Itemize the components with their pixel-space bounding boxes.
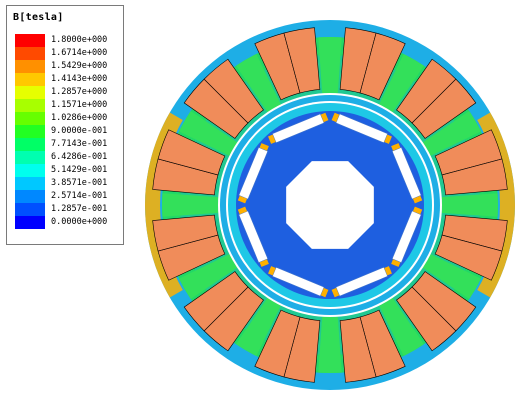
- stator-tooth: [179, 111, 238, 156]
- stator-tooth: [179, 254, 238, 299]
- magnet-bridge-high-flux: [331, 287, 340, 298]
- magnet-bridge-high-flux: [412, 206, 423, 215]
- magnet-bridge-high-flux: [331, 112, 340, 123]
- legend-label: 5.1429e-001: [51, 165, 108, 175]
- magnet-bridge-high-flux: [391, 259, 401, 267]
- legend-label: 9.0000e-001: [51, 126, 108, 136]
- magnet-slot-group: [268, 112, 329, 144]
- coil-side: [396, 286, 457, 352]
- legend-label: 1.1571e+000: [51, 100, 108, 110]
- magnet-bridge-high-flux: [268, 266, 276, 276]
- coil-side: [254, 309, 301, 378]
- legend-title: B[tesla]: [13, 12, 64, 23]
- stator-tooth: [318, 316, 342, 373]
- legend-swatch: [15, 86, 45, 99]
- coil-side: [152, 214, 219, 252]
- legend-label: 3.8571e-001: [51, 178, 108, 188]
- legend-label: 2.5714e-001: [51, 191, 108, 201]
- coil-side: [283, 27, 321, 94]
- magnet-slot-group: [237, 143, 269, 204]
- magnet-bridge-high-flux: [391, 143, 401, 151]
- legend-swatch: [15, 177, 45, 190]
- legend-swatch: [15, 112, 45, 125]
- coil-side: [157, 129, 226, 176]
- legend-label: 7.7143e-001: [51, 139, 108, 149]
- magnet-slot-group: [331, 266, 392, 298]
- magnet-bridge-high-flux: [384, 266, 392, 276]
- legend-label: 0.0000e+000: [51, 217, 108, 227]
- magnet-slot-group: [331, 112, 392, 144]
- magnet-slot-group: [237, 206, 269, 267]
- legend-swatch: [15, 47, 45, 60]
- legend-swatch: [15, 138, 45, 151]
- magnet-slot-group: [391, 206, 423, 267]
- stator-tooth: [379, 297, 424, 356]
- stator-coils: [152, 27, 508, 383]
- legend-label: 1.2857e-001: [51, 204, 108, 214]
- legend-swatch: [15, 164, 45, 177]
- legend-label: 1.2857e+000: [51, 87, 108, 97]
- color-legend: B[tesla] 1.8000e+000 1.6714e+000 1.5429e+0…: [6, 5, 124, 245]
- rotor: [228, 103, 432, 307]
- magnet-bridge-high-flux: [259, 259, 269, 267]
- stator-tooth: [379, 54, 424, 113]
- legend-swatch: [15, 34, 45, 47]
- coil-side: [183, 271, 249, 332]
- stator-tooth: [318, 36, 342, 94]
- coil-side: [411, 78, 477, 139]
- legend-label: 1.4143e+000: [51, 74, 108, 84]
- legend-swatch: [15, 203, 45, 216]
- magnet-bridge-high-flux: [320, 112, 329, 123]
- stator-high-flux-band: [477, 112, 515, 298]
- stator-tooth: [236, 54, 281, 113]
- magnet-slot-group: [391, 143, 423, 204]
- stator-tooth: [441, 193, 498, 217]
- coil-side: [339, 316, 377, 383]
- magnet-bridge-high-flux: [412, 195, 423, 204]
- legend-swatch: [15, 216, 45, 229]
- legend-label: 1.6714e+000: [51, 48, 108, 58]
- coil-side: [441, 158, 508, 196]
- stator-tooth: [162, 193, 219, 217]
- coil-side: [203, 58, 264, 124]
- legend-label: 1.8000e+000: [51, 35, 108, 45]
- coil-side: [359, 32, 406, 101]
- legend-swatch: [15, 99, 45, 112]
- legend-swatch: [15, 73, 45, 86]
- stator-tooth: [422, 254, 481, 299]
- legend-swatch: [15, 151, 45, 164]
- stator-high-flux-band: [144, 112, 183, 298]
- stator-tooth: [236, 297, 281, 356]
- magnet-bridge-high-flux: [384, 134, 392, 144]
- magnet-bridge-high-flux: [237, 206, 248, 215]
- legend-swatch: [15, 190, 45, 203]
- legend-swatch: [15, 60, 45, 73]
- magnet-bridge-high-flux: [320, 287, 329, 298]
- magnet-slot-group: [268, 266, 329, 298]
- magnet-bridge-high-flux: [259, 143, 269, 151]
- shaft: [285, 160, 375, 250]
- magnet-bridge-high-flux: [237, 195, 248, 204]
- legend-label: 1.5429e+000: [51, 61, 108, 71]
- legend-swatch: [15, 125, 45, 138]
- coil-side: [434, 234, 503, 281]
- legend-label: 6.4286e-001: [51, 152, 108, 162]
- stator-tooth: [422, 111, 481, 156]
- magnet-bridge-high-flux: [268, 134, 276, 144]
- legend-label: 1.0286e+000: [51, 113, 108, 123]
